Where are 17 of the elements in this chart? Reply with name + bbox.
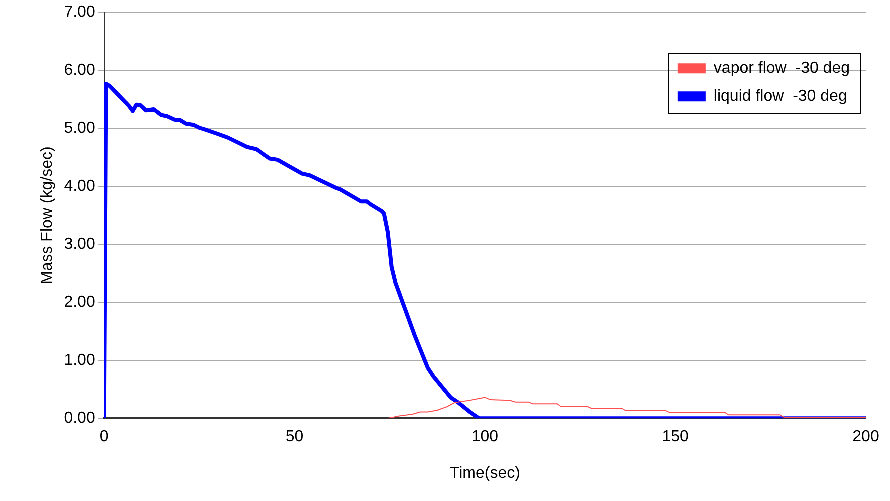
y-tick-label: 4.00: [64, 178, 96, 196]
x-tick-label: 100: [472, 428, 499, 446]
y-tick-label: 7.00: [64, 4, 96, 22]
y-tick-label: 0.00: [64, 410, 96, 428]
y-tick-label: 3.00: [64, 236, 96, 254]
y-axis-title: Mass Flow (kg/sec): [39, 146, 56, 284]
x-tick-label: 50: [286, 428, 304, 446]
x-axis-title: Time(sec): [450, 464, 520, 482]
legend-label: liquid flow -30 deg: [714, 88, 848, 106]
x-tick-label: 200: [852, 428, 880, 446]
y-tick-label: 2.00: [64, 294, 96, 312]
legend-label: vapor flow -30 deg: [714, 60, 850, 78]
x-tick-label: 150: [662, 428, 690, 446]
x-tick-label: 0: [100, 428, 109, 446]
y-tick-label: 5.00: [64, 120, 96, 138]
y-tick-label: 6.00: [64, 62, 96, 80]
y-tick-label: 1.00: [64, 352, 96, 370]
